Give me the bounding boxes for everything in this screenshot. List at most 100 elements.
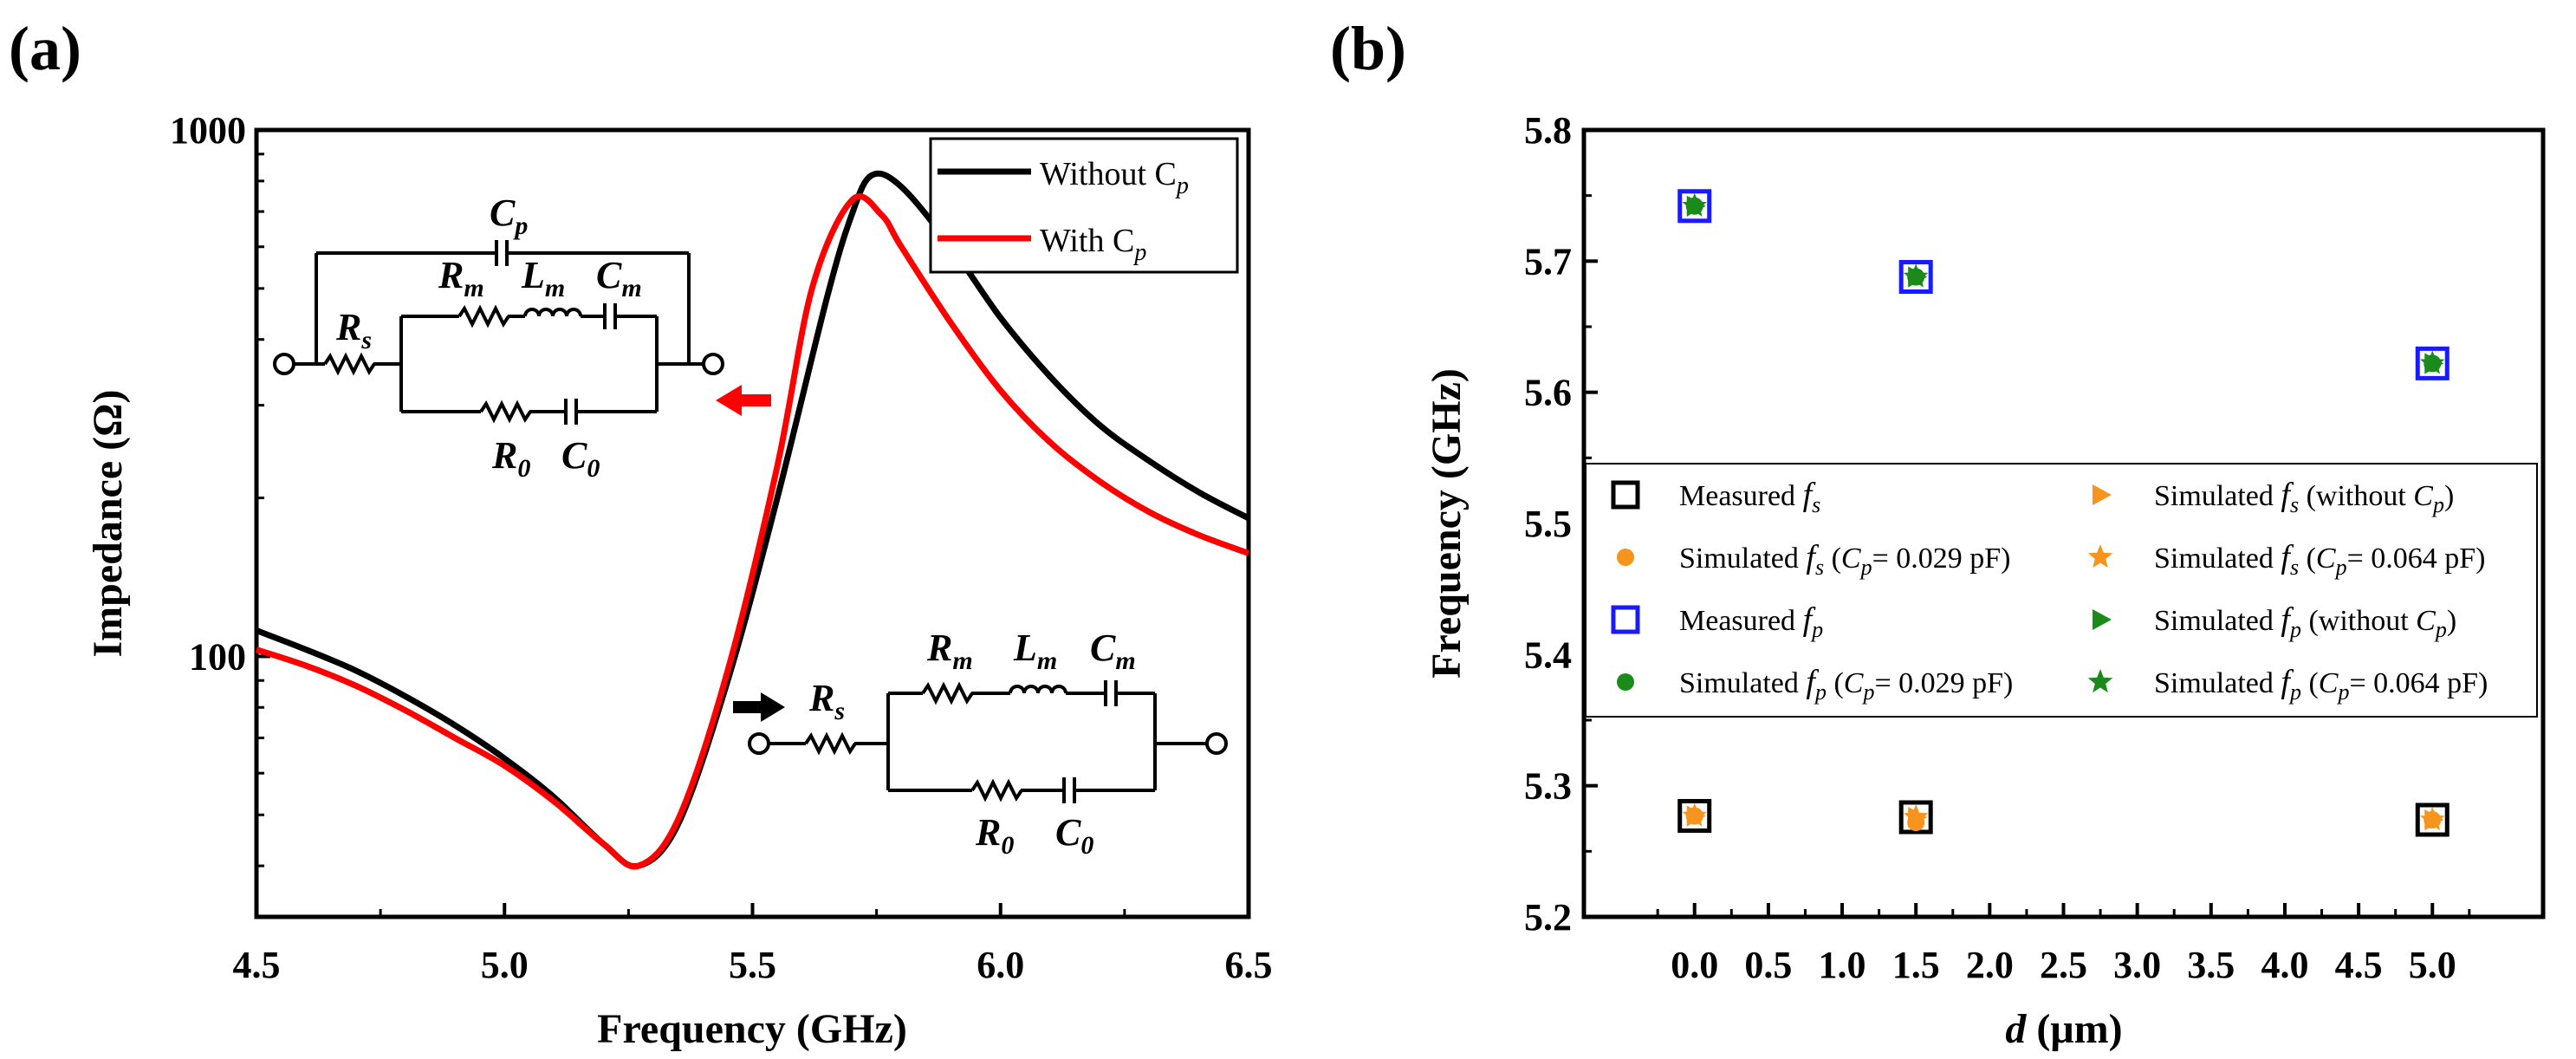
- b-x-tick-label: 1.5: [1892, 944, 1940, 986]
- b-y-tick-label: 5.2: [1524, 896, 1572, 939]
- point-series-7: [2420, 350, 2445, 374]
- panel-b-y-ticks: 5.2 5.3 5.4 5.5 5.6 5.7 5.8: [1524, 109, 1598, 939]
- black-arrow-icon: [733, 692, 785, 722]
- panel-a-x-label: Frequency (GHz): [597, 1006, 907, 1052]
- resistor-r0-icon: [479, 400, 532, 424]
- panel-a-series: [255, 170, 1250, 870]
- terminal-right-2: [1205, 732, 1228, 755]
- circuit-without-cp-labels: Rs Rm Lm Cm R0 C0: [808, 627, 1136, 860]
- label-r02: R0: [975, 811, 1014, 860]
- b-x-tick-label: 4.0: [2261, 944, 2308, 986]
- label-lm: Lm: [521, 254, 565, 302]
- label-c02: C0: [1055, 811, 1093, 860]
- resistor-r02-icon: [970, 778, 1023, 802]
- legend-label-without-cp: Without Cp: [1040, 156, 1189, 199]
- panel-a-legend: Without Cp With Cp: [929, 137, 1239, 274]
- legend-marker-5: [2093, 609, 2112, 630]
- circuit-without-cp: [748, 680, 1228, 803]
- legend-label-3: Simulated fs (Cp= 0.064 pF): [2154, 539, 2486, 580]
- a-x-tick-label: 6.5: [1225, 944, 1273, 986]
- legend-label-0: Measured fs: [1679, 477, 1820, 517]
- a-x-tick-label: 5.0: [481, 944, 529, 986]
- label-cm: Cm: [596, 254, 642, 302]
- resistor-rs2-icon: [804, 731, 857, 756]
- b-x-tick-label: 0.5: [1744, 944, 1792, 986]
- a-x-tick-label: 5.5: [729, 944, 776, 986]
- label-c0: C0: [561, 434, 600, 483]
- panel-a-x-ticks: 4.5 5.0 5.5 6.0 6.5: [233, 903, 1273, 986]
- terminal-right: [702, 353, 724, 375]
- b-x-tick-label: 3.5: [2187, 944, 2235, 986]
- point-series-5: [1903, 803, 1929, 828]
- point-series-5: [1682, 802, 1707, 827]
- legend-label-1: Simulated fs (without Cp): [2154, 477, 2454, 517]
- label-rs: Rs: [335, 306, 372, 354]
- a-y-tick-label: 1000: [170, 109, 246, 152]
- circuit-with-cp-labels: Cp Rs Rm Lm Cm R0 C0: [335, 192, 642, 483]
- panel-b-points: [1677, 189, 2449, 837]
- terminal-left-2: [748, 732, 770, 755]
- panel-b: 0.0 0.5 1.0 1.5 2.0 2.5 3.0 3.5 4.0 4.5 5.0 5.2 5.3…: [1424, 109, 2546, 1052]
- legend-label-7: Simulated fp (Cp= 0.064 pF): [2154, 664, 2488, 705]
- resistor-rm2-icon: [921, 681, 974, 705]
- terminal-left: [273, 353, 295, 375]
- b-y-tick-label: 5.5: [1524, 503, 1572, 545]
- a-y-tick-label: 100: [189, 635, 246, 678]
- panel-a-legend-box: [929, 137, 1239, 274]
- legend-marker-6: [1617, 673, 1634, 691]
- label-cp: Cp: [490, 192, 528, 240]
- b-x-tick-label: 3.0: [2113, 944, 2161, 986]
- b-x-tick-label: 2.5: [2040, 944, 2087, 986]
- b-y-tick-label: 5.8: [1524, 109, 1572, 152]
- panel-a-label: (a): [9, 14, 81, 83]
- point-series-2: [1677, 189, 1712, 224]
- point-series-0: [1898, 800, 1933, 835]
- legend-marker-1: [2093, 484, 2112, 505]
- legend-marker-3: [2087, 544, 2113, 568]
- label-rm2: Rm: [926, 627, 973, 675]
- resistor-rs-icon: [323, 352, 376, 376]
- legend-marker-7: [2087, 669, 2113, 693]
- point-series-5: [2420, 807, 2445, 831]
- b-x-tick-label: 0.0: [1671, 944, 1718, 986]
- point-series-7: [1682, 192, 1707, 217]
- b-x-tick-label: 4.5: [2335, 944, 2383, 986]
- label-r0: R0: [491, 434, 530, 483]
- b-x-tick-label: 5.0: [2409, 944, 2456, 986]
- series-line-without-cp: [255, 170, 1250, 870]
- inductor-lm-icon: [523, 308, 582, 317]
- label-cm2: Cm: [1090, 627, 1136, 675]
- b-y-tick-label: 5.6: [1524, 372, 1572, 414]
- panel-a-y-label: Impedance (Ω): [85, 389, 131, 657]
- circuit-with-cp: [273, 240, 724, 425]
- resistor-rm-icon: [457, 304, 510, 328]
- panel-b-x-label: d (μm): [2005, 1006, 2122, 1052]
- panel-b-label: (b): [1330, 14, 1406, 83]
- b-x-tick-label: 1.0: [1819, 944, 1866, 986]
- label-rs2: Rs: [808, 677, 845, 725]
- legend-marker-2: [1617, 549, 1634, 566]
- legend-label-6: Simulated fp (Cp= 0.029 pF): [1679, 664, 2013, 705]
- point-series-0: [1677, 798, 1712, 833]
- point-series-2: [2415, 346, 2449, 380]
- a-x-tick-label: 4.5: [233, 944, 281, 986]
- panel-b-x-ticks: 0.0 0.5 1.0 1.5 2.0 2.5 3.0 3.5 4.0 4.5 5.0: [1656, 903, 2471, 986]
- inductor-lm2-icon: [1009, 685, 1067, 694]
- label-lm2: Lm: [1013, 627, 1057, 675]
- point-series-2: [1898, 259, 1933, 294]
- a-x-tick-label: 6.0: [977, 944, 1024, 986]
- red-arrow-icon: [716, 385, 771, 416]
- point-series-7: [1903, 263, 1929, 288]
- panel-a-y-ticks: 100 1000: [170, 109, 270, 867]
- legend-marker-4: [1611, 605, 1640, 634]
- legend-marker-0: [1611, 480, 1640, 510]
- b-y-tick-label: 5.3: [1524, 765, 1572, 808]
- point-series-0: [2415, 802, 2449, 837]
- panel-b-legend: Measured fs Simulated fs (without Cp) Simu…: [1585, 463, 2538, 718]
- legend-label-5: Simulated fp (without Cp): [2154, 601, 2456, 642]
- b-y-tick-label: 5.4: [1524, 633, 1572, 676]
- legend-label-2: Simulated fs (Cp= 0.029 pF): [1679, 539, 2011, 580]
- panel-b-legend-box: [1585, 463, 2538, 718]
- b-x-tick-label: 2.0: [1966, 944, 2014, 986]
